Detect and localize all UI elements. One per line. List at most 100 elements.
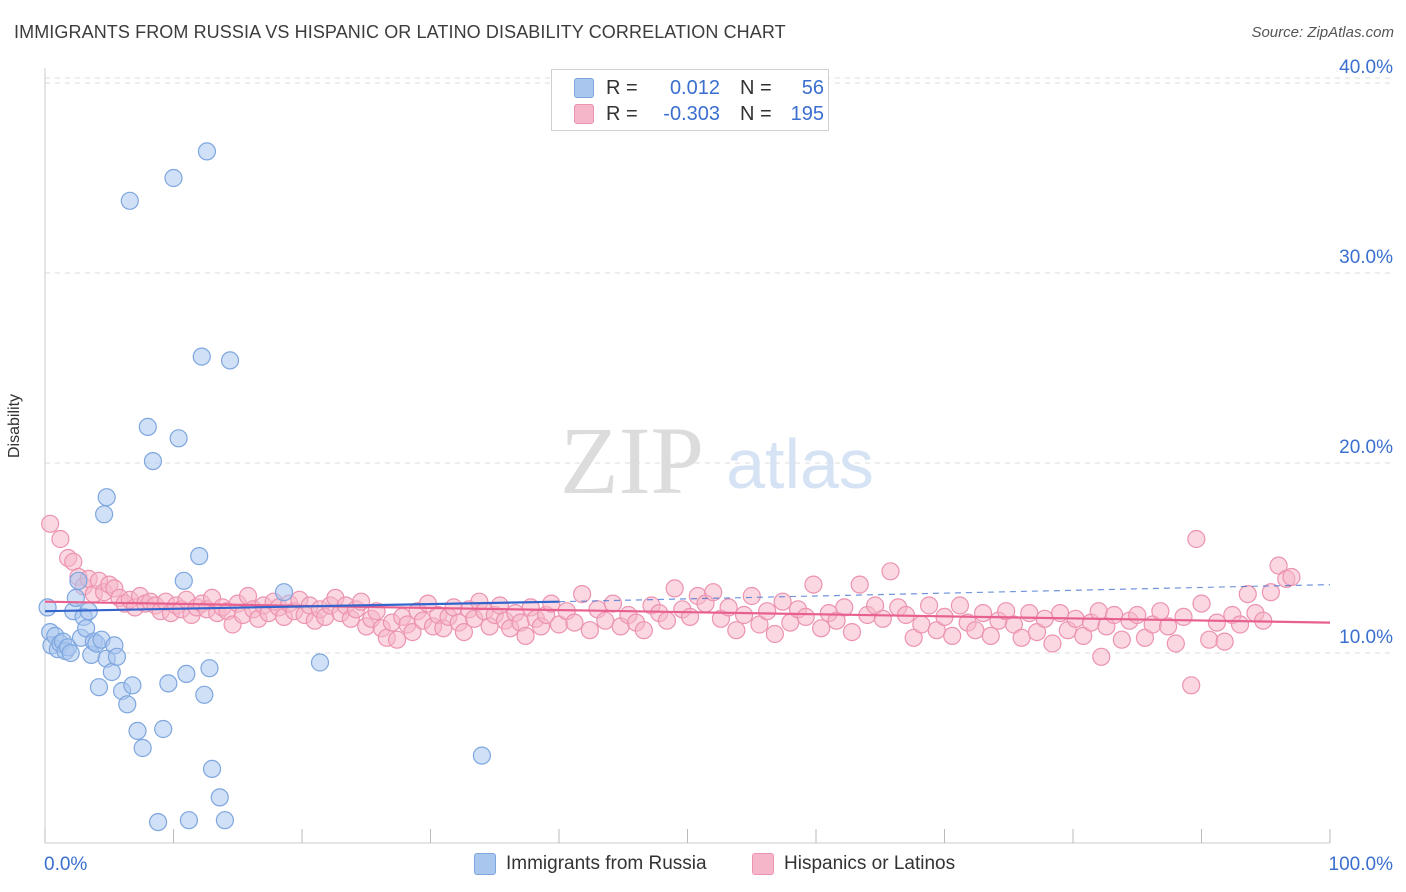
hispanic-point <box>490 596 509 615</box>
hispanic-point <box>873 609 892 628</box>
russia-point <box>177 664 196 684</box>
hispanic-point <box>912 615 931 634</box>
legend-item-hispanic[interactable]: Hispanics or Latinos <box>752 852 955 876</box>
russia-point <box>174 571 193 590</box>
hispanic-point <box>1200 630 1219 649</box>
hispanic-point <box>1043 634 1062 653</box>
hispanic-point <box>981 626 1000 646</box>
label-layer: 10.0% 20.0% 30.0% 40.0% 0.0% 100.0% <box>44 57 1393 875</box>
source-label: Source: ZipAtlas.com <box>1251 24 1394 41</box>
hispanic-point <box>516 626 535 646</box>
russia-point <box>107 647 127 666</box>
russia-point <box>197 142 217 161</box>
watermark-atlas: atlas <box>726 425 874 503</box>
hispanic-point <box>835 598 854 617</box>
russia-point <box>89 678 109 697</box>
axis-layer <box>44 68 1331 844</box>
hispanic-point <box>704 583 723 602</box>
russia-trend-line <box>44 600 560 613</box>
hispanic-point <box>1238 584 1257 604</box>
hispanic-point <box>665 579 684 598</box>
legend-item-russia[interactable]: Immigrants from Russia <box>474 852 707 876</box>
russia-point <box>310 653 330 672</box>
hispanic-point <box>634 621 653 640</box>
hispanic-point <box>804 575 823 594</box>
hispanic-point <box>950 596 970 615</box>
russia-point <box>202 759 222 779</box>
russia-point <box>95 505 114 524</box>
hispanic-point <box>1261 583 1280 602</box>
russia-point <box>179 811 199 830</box>
n-label: N = <box>740 76 772 99</box>
legend-swatch-blue <box>574 78 594 98</box>
russia-point <box>123 676 142 695</box>
russia-point <box>472 746 491 765</box>
r-value: -0.303 <box>663 102 720 125</box>
n-value: 56 <box>801 76 824 99</box>
russia-point <box>66 588 85 608</box>
hispanic-point <box>1089 602 1108 621</box>
russia-point <box>138 417 157 436</box>
hispanic-point <box>1166 634 1185 653</box>
hispanic-point <box>387 630 407 649</box>
russia-point <box>200 659 219 678</box>
hispanic-point <box>580 621 599 640</box>
russia-point <box>148 812 168 832</box>
hispanic-point <box>1215 632 1234 651</box>
hispanic-point <box>943 626 962 646</box>
russia-point <box>195 685 214 704</box>
hispanic-point <box>919 596 939 615</box>
hispanic-point <box>850 575 869 594</box>
hispanic-point <box>542 594 561 613</box>
hispanic-point <box>742 586 761 606</box>
hispanic-point <box>973 603 993 623</box>
russia-point <box>143 452 163 471</box>
russia-point <box>97 488 116 507</box>
hispanic-point <box>454 622 474 642</box>
legend-row-russia: R = 0.012 N = 56 <box>574 76 824 100</box>
russia-point <box>159 674 178 693</box>
hispanic-trend-line <box>44 600 1331 624</box>
hispanic-point <box>596 611 615 630</box>
r-label: R = <box>606 76 638 99</box>
hispanic-point <box>1158 617 1178 636</box>
y-tick-label: 40.0% <box>1339 57 1393 78</box>
n-value: 195 <box>790 102 824 125</box>
legend-swatch-pink <box>574 104 594 124</box>
hispanic-point <box>1192 594 1211 613</box>
r-label: R = <box>606 102 638 125</box>
r-value: 0.012 <box>669 76 720 99</box>
correlation-legend: R = 0.012 N = 56 R = -0.303 N = 195 <box>551 69 829 131</box>
hispanic-point <box>1020 603 1039 623</box>
legend-row-hispanic: R = -0.303 N = 195 <box>574 102 824 126</box>
russia-point <box>210 788 229 807</box>
russia-point <box>169 429 188 448</box>
russia-point <box>120 191 139 210</box>
hispanic-point <box>1012 628 1031 647</box>
russia-point <box>190 546 209 566</box>
hispanic-point <box>1105 605 1124 625</box>
hispanic-point <box>881 562 900 581</box>
chart-title: IMMIGRANTS FROM RUSSIA VS HISPANIC OR LA… <box>14 22 786 42</box>
russia-point <box>128 721 147 741</box>
hispanic-point <box>680 607 700 627</box>
russia-point <box>154 719 173 739</box>
hispanic-point <box>1112 630 1131 649</box>
x-tick-label-min: 0.0% <box>44 854 87 875</box>
hispanic-point <box>1174 607 1193 627</box>
hispanic-point <box>1282 567 1301 587</box>
russia-point <box>102 662 121 682</box>
hispanic-point <box>842 622 862 642</box>
russia-point <box>133 738 152 758</box>
russia-point <box>220 351 240 370</box>
hispanic-point <box>1230 615 1250 634</box>
grid-layer <box>45 77 1394 654</box>
watermark: ZIP atlas <box>560 407 874 514</box>
russia-point <box>164 168 183 188</box>
y-tick-label: 10.0% <box>1339 627 1393 648</box>
hispanic-point <box>403 622 422 642</box>
hispanic-point <box>64 552 83 571</box>
legend-label-hispanic: Hispanics or Latinos <box>784 853 956 874</box>
hispanic-point <box>1187 529 1206 549</box>
